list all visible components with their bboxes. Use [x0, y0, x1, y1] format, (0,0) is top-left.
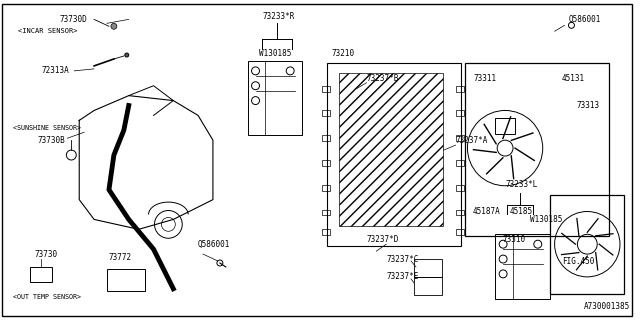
Bar	[456, 86, 463, 92]
Bar	[339, 73, 443, 226]
Bar	[456, 185, 463, 191]
Bar	[456, 210, 463, 215]
Text: 73730: 73730	[35, 250, 58, 259]
Text: FIG.450: FIG.450	[563, 257, 595, 266]
Bar	[322, 86, 330, 92]
Text: W130185: W130185	[259, 49, 292, 58]
Text: 73237*C: 73237*C	[387, 254, 419, 264]
Text: 73237*E: 73237*E	[387, 272, 419, 281]
Bar	[456, 160, 463, 166]
Bar	[248, 61, 302, 135]
Text: <SUNSHINE SENSOR>: <SUNSHINE SENSOR>	[13, 125, 81, 131]
Bar	[465, 63, 609, 236]
Text: 73237*B: 73237*B	[367, 74, 399, 83]
Text: 45185: 45185	[510, 207, 533, 216]
Bar	[456, 135, 463, 141]
Text: 73210: 73210	[332, 49, 355, 58]
Text: 73237*D: 73237*D	[367, 235, 399, 244]
Circle shape	[125, 53, 129, 57]
Text: 73310: 73310	[502, 235, 525, 244]
Text: Q586001: Q586001	[568, 15, 601, 24]
Text: 73237*A: 73237*A	[456, 136, 488, 145]
Text: 73311: 73311	[474, 74, 497, 83]
Text: 45131: 45131	[561, 74, 585, 83]
Bar	[495, 118, 515, 134]
Text: A730001385: A730001385	[584, 302, 630, 311]
Bar	[414, 277, 442, 295]
Text: W130185: W130185	[530, 215, 562, 224]
Bar	[322, 160, 330, 166]
Bar	[29, 267, 51, 282]
Text: Q586001: Q586001	[198, 240, 230, 249]
Text: 73730D: 73730D	[60, 15, 87, 24]
Bar	[327, 63, 461, 246]
Bar	[456, 229, 463, 235]
Bar	[550, 195, 624, 294]
Text: 73313: 73313	[577, 101, 600, 110]
Text: 73233*L: 73233*L	[505, 180, 538, 189]
Text: <OUT TEMP SENSOR>: <OUT TEMP SENSOR>	[13, 294, 81, 300]
Text: <INCAR SENSOR>: <INCAR SENSOR>	[18, 28, 77, 34]
Bar	[107, 269, 145, 291]
Circle shape	[111, 23, 117, 29]
Bar	[322, 110, 330, 116]
Bar	[414, 259, 442, 277]
Text: 73772: 73772	[109, 252, 132, 261]
Text: 73233*R: 73233*R	[262, 12, 295, 21]
Text: 72313A: 72313A	[42, 66, 69, 76]
Bar	[322, 210, 330, 215]
Bar	[495, 234, 550, 299]
Text: 73730B: 73730B	[38, 136, 65, 145]
Bar	[322, 185, 330, 191]
Bar	[322, 135, 330, 141]
Bar	[456, 110, 463, 116]
Text: 45187A: 45187A	[472, 207, 500, 216]
Bar	[322, 229, 330, 235]
